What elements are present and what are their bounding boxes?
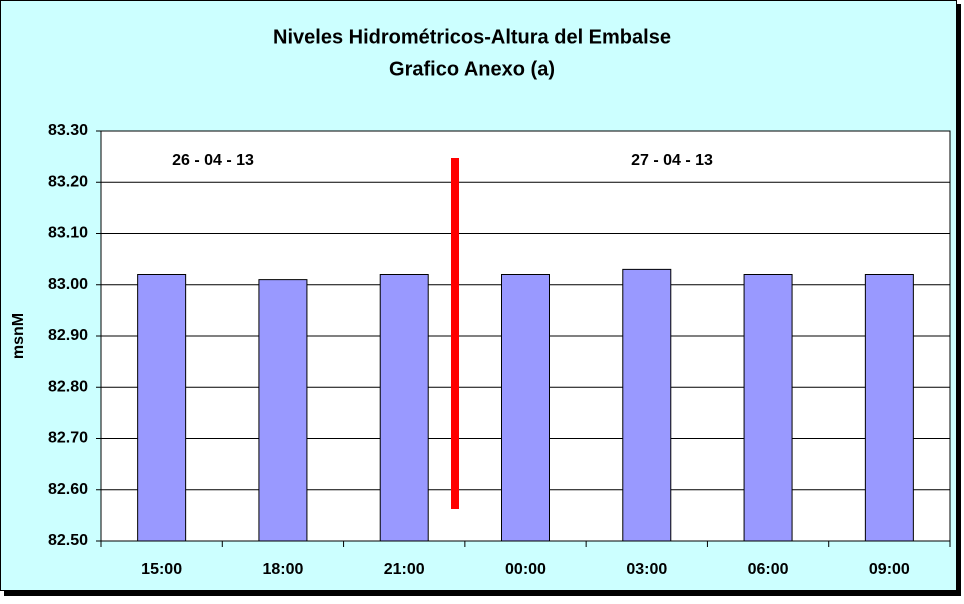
bar bbox=[258, 279, 308, 542]
bar bbox=[864, 274, 914, 542]
x-tick-label: 06:00 bbox=[748, 561, 789, 578]
annotation: 27 - 04 - 13 bbox=[631, 152, 713, 169]
y-tick-label: 82.90 bbox=[48, 327, 88, 344]
y-tick-label: 83.10 bbox=[48, 225, 88, 242]
y-tick-label: 82.50 bbox=[48, 532, 88, 549]
y-tick-label: 82.60 bbox=[48, 481, 88, 498]
x-tick-label: 21:00 bbox=[384, 561, 425, 578]
x-tick-label: 09:00 bbox=[869, 561, 910, 578]
separator bbox=[451, 158, 459, 509]
x-tick-label: 18:00 bbox=[262, 561, 303, 578]
bar bbox=[622, 268, 672, 542]
chart-subtitle: Grafico Anexo (a) bbox=[389, 58, 555, 80]
chart-title: Niveles Hidrométricos-Altura del Embalse bbox=[273, 26, 671, 48]
bar bbox=[743, 274, 793, 542]
bar bbox=[137, 274, 187, 542]
x-tick-label: 15:00 bbox=[141, 561, 182, 578]
bar bbox=[501, 274, 550, 542]
y-tick-label: 83.20 bbox=[48, 173, 88, 190]
y-tick-label: 82.80 bbox=[48, 378, 88, 395]
y-tick-label: 83.00 bbox=[48, 276, 88, 293]
y-tick-label: 82.70 bbox=[48, 430, 88, 447]
y-axis-label: msnM bbox=[10, 313, 27, 359]
x-tick-label: 03:00 bbox=[626, 561, 667, 578]
y-tick-label: 83.30 bbox=[48, 122, 88, 139]
x-tick-label: 00:00 bbox=[505, 561, 546, 578]
annotation: 26 - 04 - 13 bbox=[172, 152, 254, 169]
bar bbox=[379, 274, 429, 542]
